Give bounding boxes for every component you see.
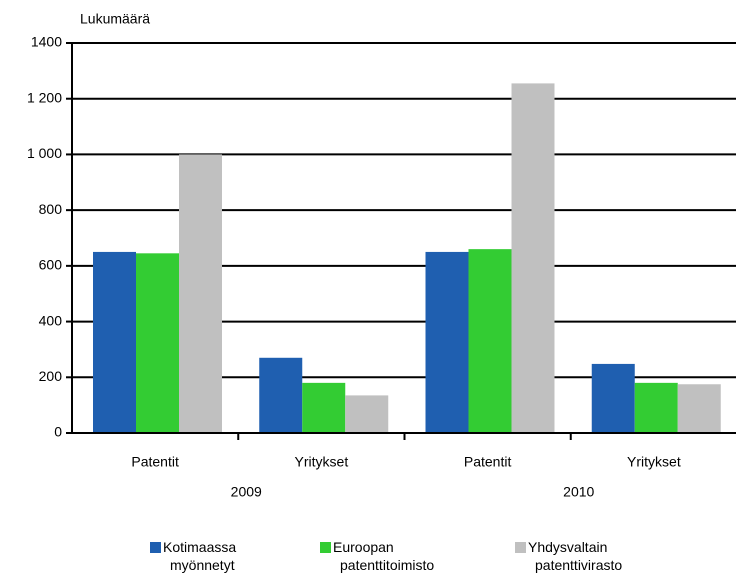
- bar: [511, 83, 555, 434]
- bar: [179, 154, 222, 433]
- legend-label: Euroopan patenttitoimisto: [333, 539, 434, 573]
- bar: [136, 253, 179, 433]
- x-tick-label: Patentit: [464, 454, 512, 470]
- bar: [302, 382, 346, 433]
- group-label: 2009: [231, 484, 262, 500]
- y-tick-label: 1 200: [27, 89, 62, 105]
- bar: [591, 363, 635, 433]
- y-tick-label: 400: [39, 312, 63, 328]
- x-tick-label: Yritykset: [627, 454, 681, 470]
- legend-swatch: [515, 542, 526, 553]
- legend-label: Yhdysvaltain patenttivirasto: [528, 539, 622, 573]
- y-tick-label: 1400: [31, 34, 62, 50]
- y-axis-label: Lukumäärä: [80, 11, 150, 27]
- bar: [677, 384, 721, 433]
- bar: [93, 251, 136, 433]
- y-tick-label: 0: [54, 424, 62, 440]
- y-tick-label: 1 000: [27, 145, 62, 161]
- y-tick-label: 800: [39, 201, 63, 217]
- bar: [259, 357, 303, 433]
- legend-label: Kotimaassa myönnetyt: [163, 539, 236, 573]
- y-tick-label: 600: [39, 257, 63, 273]
- bar: [468, 249, 512, 433]
- legend-swatch: [320, 542, 331, 553]
- legend-swatch: [150, 542, 161, 553]
- x-tick-label: Yritykset: [295, 454, 349, 470]
- bar: [425, 251, 469, 433]
- group-label: 2010: [563, 484, 594, 500]
- x-tick-label: Patentit: [131, 454, 179, 470]
- y-tick-label: 200: [39, 368, 63, 384]
- bar: [634, 382, 678, 433]
- bar: [345, 395, 389, 433]
